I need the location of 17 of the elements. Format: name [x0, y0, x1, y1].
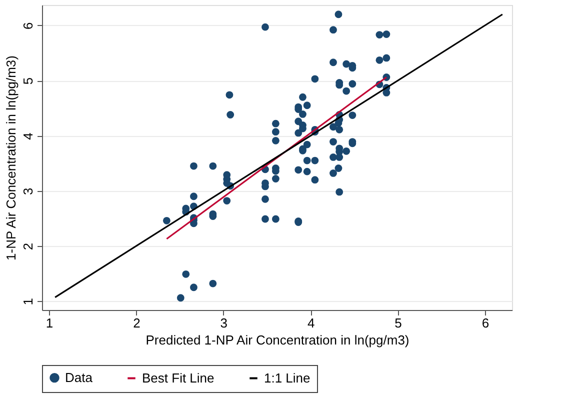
x-tick-label: 4	[307, 316, 315, 330]
x-tick-label: 5	[394, 316, 402, 330]
x-axis-title: Predicted 1-NP Air Concentration in ln(pg/m3)	[146, 332, 410, 348]
legend-label: Best Fit Line	[142, 370, 214, 386]
x-tick-label: 1	[46, 316, 54, 330]
y-tick-label: 5	[20, 77, 36, 85]
y-tick-label: 3	[20, 188, 36, 195]
y-tick-label: 4	[20, 132, 36, 140]
y-tick-label: 1	[20, 298, 36, 306]
x-tick-label: 6	[482, 316, 490, 330]
legend-label: 1:1 Line	[264, 370, 310, 386]
y-tick-label: 6	[20, 22, 36, 30]
x-tick-label: 3	[220, 316, 228, 330]
y-axis-title: 1-NP Air Concentration in ln(pg/m3)	[4, 56, 18, 260]
legend-label: Data	[65, 370, 94, 385]
x-tick-label: 2	[133, 316, 140, 330]
y-tick-label: 2	[20, 242, 36, 250]
